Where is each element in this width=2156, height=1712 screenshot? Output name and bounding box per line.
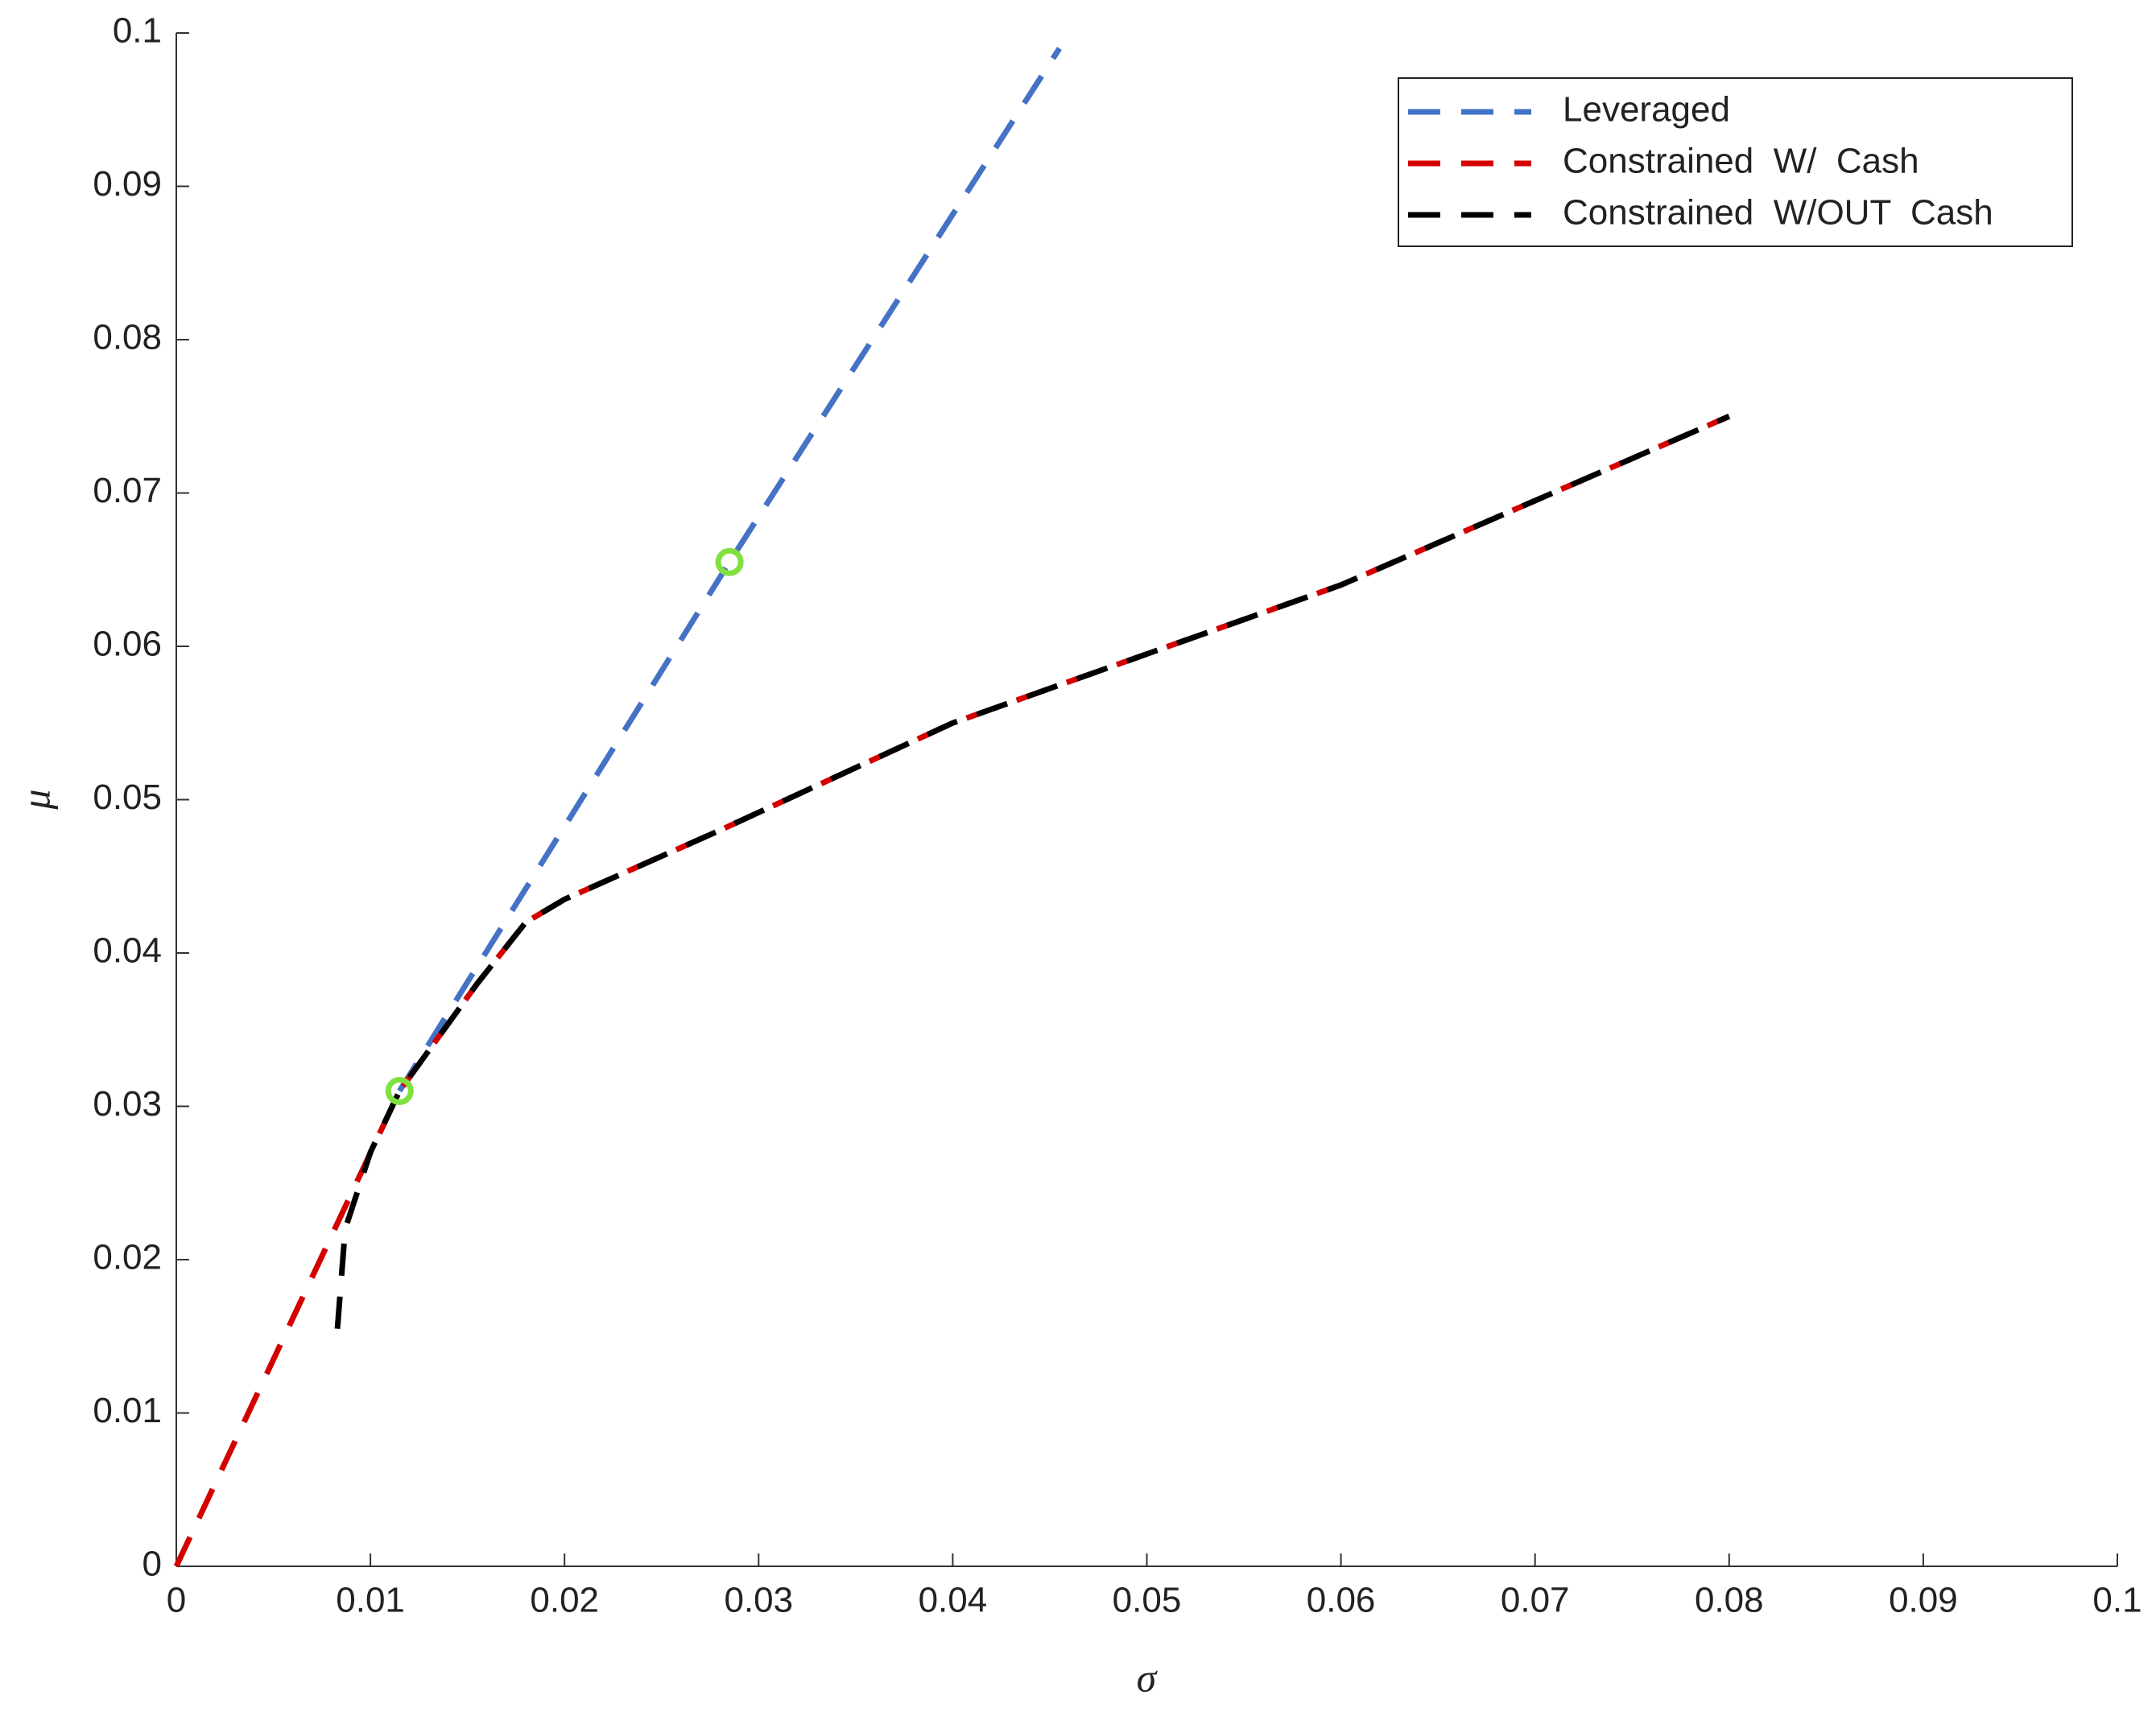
legend-label: Constrained W/OUT Cash: [1563, 193, 1993, 233]
x-tick-label: 0.1: [2092, 1581, 2142, 1620]
y-tick-label: 0.1: [113, 11, 162, 51]
x-axis-label: σ: [1137, 1655, 1159, 1700]
legend-box: [1398, 77, 2073, 247]
x-tick-label: 0.03: [724, 1581, 793, 1620]
marker: [385, 1076, 414, 1105]
y-tick-label: 0.01: [93, 1391, 162, 1430]
y-tick-label: 0.06: [93, 625, 162, 664]
x-tick-label: 0.09: [1889, 1581, 1958, 1620]
series-line: [397, 47, 1062, 1093]
y-tick-label: 0.09: [93, 164, 162, 204]
x-tick-label: 0.04: [919, 1581, 988, 1620]
y-tick-label: 0.05: [93, 778, 162, 817]
y-tick-label: 0.04: [93, 931, 162, 971]
legend-label: Leveraged: [1563, 90, 1730, 130]
x-tick-label: 0: [167, 1581, 186, 1620]
x-tick-label: 0.05: [1113, 1581, 1182, 1620]
x-tick-label: 0.01: [336, 1581, 405, 1620]
y-tick-label: 0.02: [93, 1238, 162, 1277]
series-line: [173, 414, 1731, 1568]
legend-label: Constrained W/ Cash: [1563, 142, 1919, 181]
x-tick-label: 0.02: [530, 1581, 599, 1620]
y-tick-label: 0.03: [93, 1084, 162, 1124]
x-tick-label: 0.07: [1501, 1581, 1570, 1620]
y-tick-label: 0: [142, 1545, 162, 1584]
y-axis-label: μ: [13, 789, 58, 810]
marker: [715, 547, 744, 576]
y-tick-label: 0.07: [93, 471, 162, 510]
y-tick-label: 0.08: [93, 318, 162, 357]
x-tick-label: 0.06: [1307, 1581, 1376, 1620]
series-line: [334, 414, 1731, 1329]
x-tick-label: 0.08: [1695, 1581, 1764, 1620]
